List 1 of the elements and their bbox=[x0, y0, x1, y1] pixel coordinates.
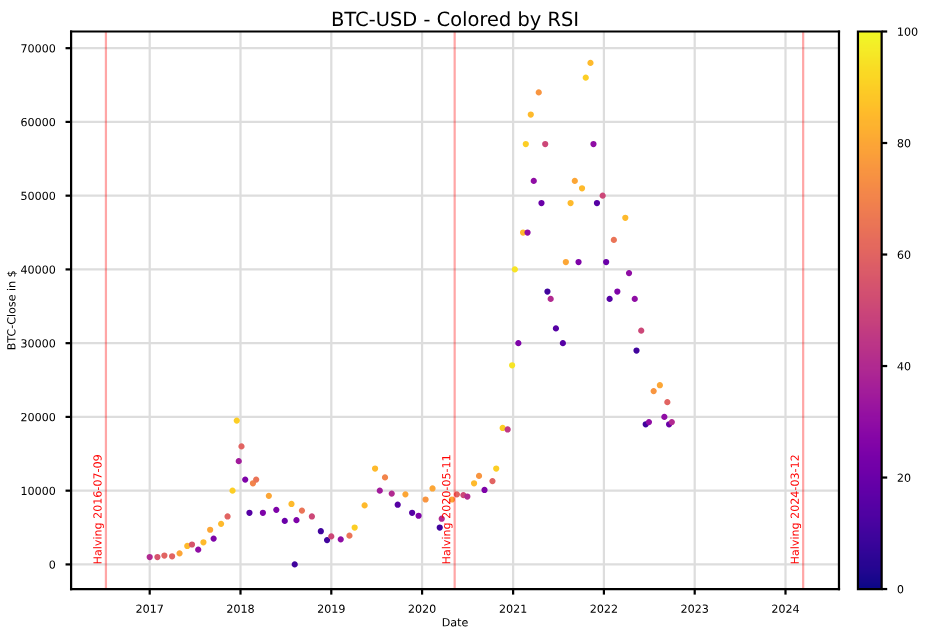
chart-title: BTC-USD - Colored by RSI bbox=[332, 11, 578, 30]
